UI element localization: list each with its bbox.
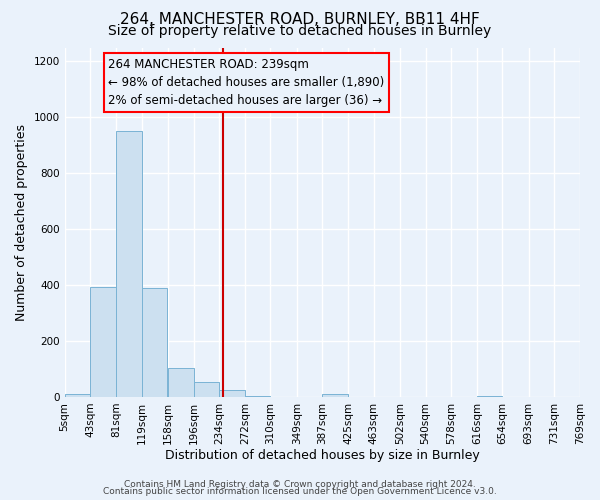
Bar <box>90 286 116 397</box>
Text: Contains public sector information licensed under the Open Government Licence v3: Contains public sector information licen… <box>103 487 497 496</box>
Text: Contains HM Land Registry data © Crown copyright and database right 2024.: Contains HM Land Registry data © Crown c… <box>124 480 476 489</box>
Bar <box>322 394 348 397</box>
Y-axis label: Number of detached properties: Number of detached properties <box>15 124 28 320</box>
Bar <box>219 390 245 397</box>
Text: 264 MANCHESTER ROAD: 239sqm
← 98% of detached houses are smaller (1,890)
2% of s: 264 MANCHESTER ROAD: 239sqm ← 98% of det… <box>109 58 385 107</box>
Text: 264, MANCHESTER ROAD, BURNLEY, BB11 4HF: 264, MANCHESTER ROAD, BURNLEY, BB11 4HF <box>120 12 480 28</box>
Bar <box>116 132 142 397</box>
Bar <box>168 368 193 397</box>
Text: Size of property relative to detached houses in Burnley: Size of property relative to detached ho… <box>109 24 491 38</box>
Bar <box>142 288 167 397</box>
Bar <box>477 396 502 397</box>
Bar <box>193 382 219 397</box>
X-axis label: Distribution of detached houses by size in Burnley: Distribution of detached houses by size … <box>165 450 480 462</box>
Bar <box>245 396 271 397</box>
Bar <box>65 394 90 397</box>
